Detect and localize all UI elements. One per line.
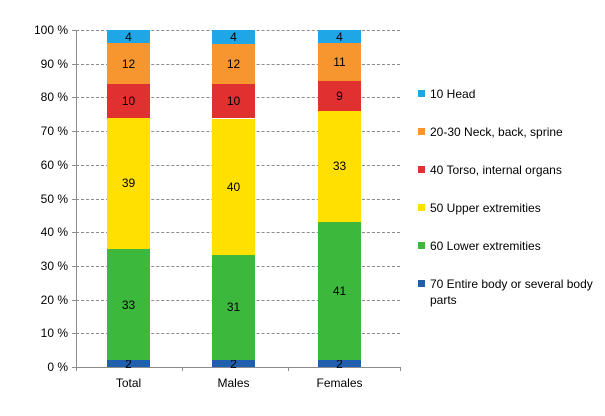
x-tick-mark xyxy=(288,367,289,371)
bar-males: 2 31 40 10 12 4 xyxy=(212,30,255,371)
y-tick-mark xyxy=(72,198,76,200)
y-tick-mark xyxy=(72,232,76,234)
data-label: 11 xyxy=(333,55,346,69)
y-tick-label: 60 % xyxy=(40,157,68,172)
legend-swatch-icon xyxy=(418,204,425,211)
legend-swatch-icon xyxy=(418,242,425,249)
y-tick-mark xyxy=(72,131,76,133)
y-tick-label: 0 % xyxy=(47,360,68,374)
bar-segment: 12 xyxy=(107,43,150,84)
data-label: 12 xyxy=(121,56,136,71)
y-axis xyxy=(76,30,77,367)
bar-segment: 12 xyxy=(212,43,255,85)
legend-label: 40 Torso, internal organs xyxy=(430,163,562,177)
data-label: 41 xyxy=(332,284,347,299)
y-tick-label: 80 % xyxy=(40,90,68,105)
x-tick-label: Total xyxy=(115,376,142,390)
x-tick-mark xyxy=(182,367,183,371)
legend-label: 70 Entire body or several body parts xyxy=(430,277,593,307)
data-label: 10 xyxy=(226,94,241,109)
x-tick-label: Males xyxy=(217,376,250,390)
y-tick-mark xyxy=(72,333,76,335)
bar-segment: 2 xyxy=(318,357,361,371)
bar-segment: 4 xyxy=(107,29,150,44)
y-tick-mark xyxy=(72,164,76,166)
bar-segment: 4 xyxy=(212,30,255,44)
y-tick-label: 10 % xyxy=(40,326,68,341)
y-tick-label: 100 % xyxy=(33,23,68,37)
legend-label: 20-30 Neck, back, sprine xyxy=(430,125,563,139)
bar-segment: 4 xyxy=(318,29,361,44)
data-label: 33 xyxy=(121,297,136,312)
y-tick-label: 70 % xyxy=(40,124,68,139)
y-tick-mark xyxy=(72,30,76,31)
data-label: 39 xyxy=(121,176,136,191)
bar-segment: 10 xyxy=(107,83,150,118)
bar-females: 2 41 33 9 11 4 xyxy=(318,29,361,371)
y-tick-label: 30 % xyxy=(40,258,68,273)
legend-label: 60 Lower extremities xyxy=(430,239,541,253)
legend-label: 10 Head xyxy=(430,87,476,101)
data-label: 2 xyxy=(230,356,237,371)
data-label: 12 xyxy=(226,57,241,72)
bar-segment: 2 xyxy=(107,357,150,371)
bar-segment: 31 xyxy=(212,254,255,361)
legend-swatch-icon xyxy=(418,166,425,173)
y-tick-mark xyxy=(72,265,76,267)
bar-segment: 33 xyxy=(318,110,361,223)
y-tick-label: 50 % xyxy=(40,191,68,206)
y-tick-label: 20 % xyxy=(40,292,68,307)
data-label: 4 xyxy=(230,29,237,44)
data-label: 4 xyxy=(125,29,132,44)
x-axis xyxy=(76,367,400,368)
bar-total: 2 33 39 10 12 4 xyxy=(107,29,150,371)
data-label: 9 xyxy=(336,88,343,103)
bar-segment: 10 xyxy=(212,84,255,119)
legend-label: 50 Upper extremities xyxy=(430,201,541,215)
bar-segment: 9 xyxy=(318,80,361,111)
bar-segment: 11 xyxy=(318,43,361,81)
x-tick-label: Females xyxy=(316,376,363,390)
data-label: 33 xyxy=(332,159,347,174)
legend-swatch-icon xyxy=(418,280,425,287)
data-label: 40 xyxy=(226,179,241,194)
x-tick-mark xyxy=(76,367,77,371)
data-label: 31 xyxy=(226,300,241,315)
legend-swatch-icon xyxy=(418,90,425,97)
bar-segment: 2 xyxy=(212,357,255,371)
y-tick-label: 40 % xyxy=(40,225,68,240)
data-label: 2 xyxy=(336,356,343,371)
y-tick-label: 90 % xyxy=(40,56,68,71)
legend-swatch-icon xyxy=(418,128,425,135)
data-label: 2 xyxy=(125,356,132,371)
data-label: 4 xyxy=(336,29,343,44)
y-tick-mark xyxy=(72,97,76,99)
y-tick-mark xyxy=(72,299,76,301)
bar-segment: 33 xyxy=(107,249,150,361)
bar-segment: 39 xyxy=(107,117,150,250)
x-tick-mark xyxy=(400,367,401,371)
data-label: 10 xyxy=(121,93,136,108)
y-tick-mark xyxy=(72,367,76,368)
bar-segment: 40 xyxy=(212,118,255,255)
y-tick-mark xyxy=(72,63,76,65)
bar-segment: 41 xyxy=(318,222,361,361)
